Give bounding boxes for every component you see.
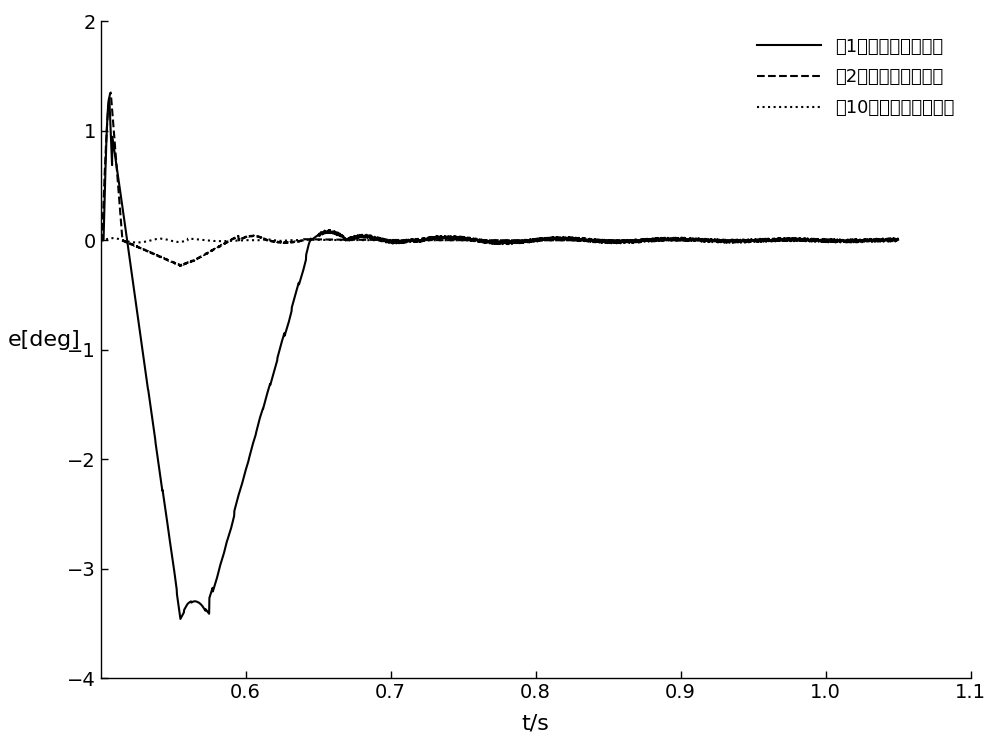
第1次稳定段迭代误差 bbox=[233, 488, 245, 497]
Legend: 第1次稳定段迭代误差, 第2次稳定段迭代误差, 第10次稳定段迭代误差: 第1次稳定段迭代误差, 第2次稳定段迭代误差, 第10次稳定段迭代误差 bbox=[750, 31, 962, 124]
第1次稳定段迭代误差 bbox=[103, 93, 115, 102]
第2次稳定段迭代误差 bbox=[233, 235, 245, 244]
第2次稳定段迭代误差 bbox=[436, 235, 448, 244]
第10次稳定段迭代误差 bbox=[233, 236, 245, 245]
第1次稳定段迭代误差 bbox=[892, 235, 904, 244]
Line: 第10次稳定段迭代误差: 第10次稳定段迭代误差 bbox=[101, 238, 898, 243]
第1次稳定段迭代误差 bbox=[174, 615, 186, 624]
第1次稳定段迭代误差 bbox=[877, 236, 889, 245]
第10次稳定段迭代误差 bbox=[401, 236, 413, 245]
第2次稳定段迭代误差 bbox=[892, 236, 904, 245]
第1次稳定段迭代误差 bbox=[95, 236, 107, 245]
第2次稳定段迭代误差 bbox=[105, 88, 117, 97]
第10次稳定段迭代误差 bbox=[892, 236, 904, 245]
第10次稳定段迭代误差 bbox=[131, 238, 143, 247]
第1次稳定段迭代误差 bbox=[401, 237, 413, 246]
第2次稳定段迭代误差 bbox=[186, 256, 198, 265]
第2次稳定段迭代误差 bbox=[877, 236, 889, 245]
第10次稳定段迭代误差 bbox=[95, 236, 107, 245]
第2次稳定段迭代误差 bbox=[95, 236, 107, 245]
第2次稳定段迭代误差 bbox=[174, 261, 186, 270]
Line: 第1次稳定段迭代误差: 第1次稳定段迭代误差 bbox=[101, 98, 898, 619]
第10次稳定段迭代误差 bbox=[186, 235, 198, 244]
Line: 第2次稳定段迭代误差: 第2次稳定段迭代误差 bbox=[101, 93, 898, 266]
X-axis label: t/s: t/s bbox=[522, 713, 550, 733]
第1次稳定段迭代误差 bbox=[436, 232, 448, 241]
第10次稳定段迭代误差 bbox=[436, 236, 448, 245]
第2次稳定段迭代误差 bbox=[791, 236, 803, 245]
第10次稳定段迭代误差 bbox=[107, 234, 119, 243]
第1次稳定段迭代误差 bbox=[791, 235, 803, 244]
第10次稳定段迭代误差 bbox=[791, 236, 803, 245]
第1次稳定段迭代误差 bbox=[186, 598, 198, 607]
第10次稳定段迭代误差 bbox=[877, 236, 889, 245]
Y-axis label: e[deg]: e[deg] bbox=[8, 329, 80, 350]
第2次稳定段迭代误差 bbox=[401, 235, 413, 244]
